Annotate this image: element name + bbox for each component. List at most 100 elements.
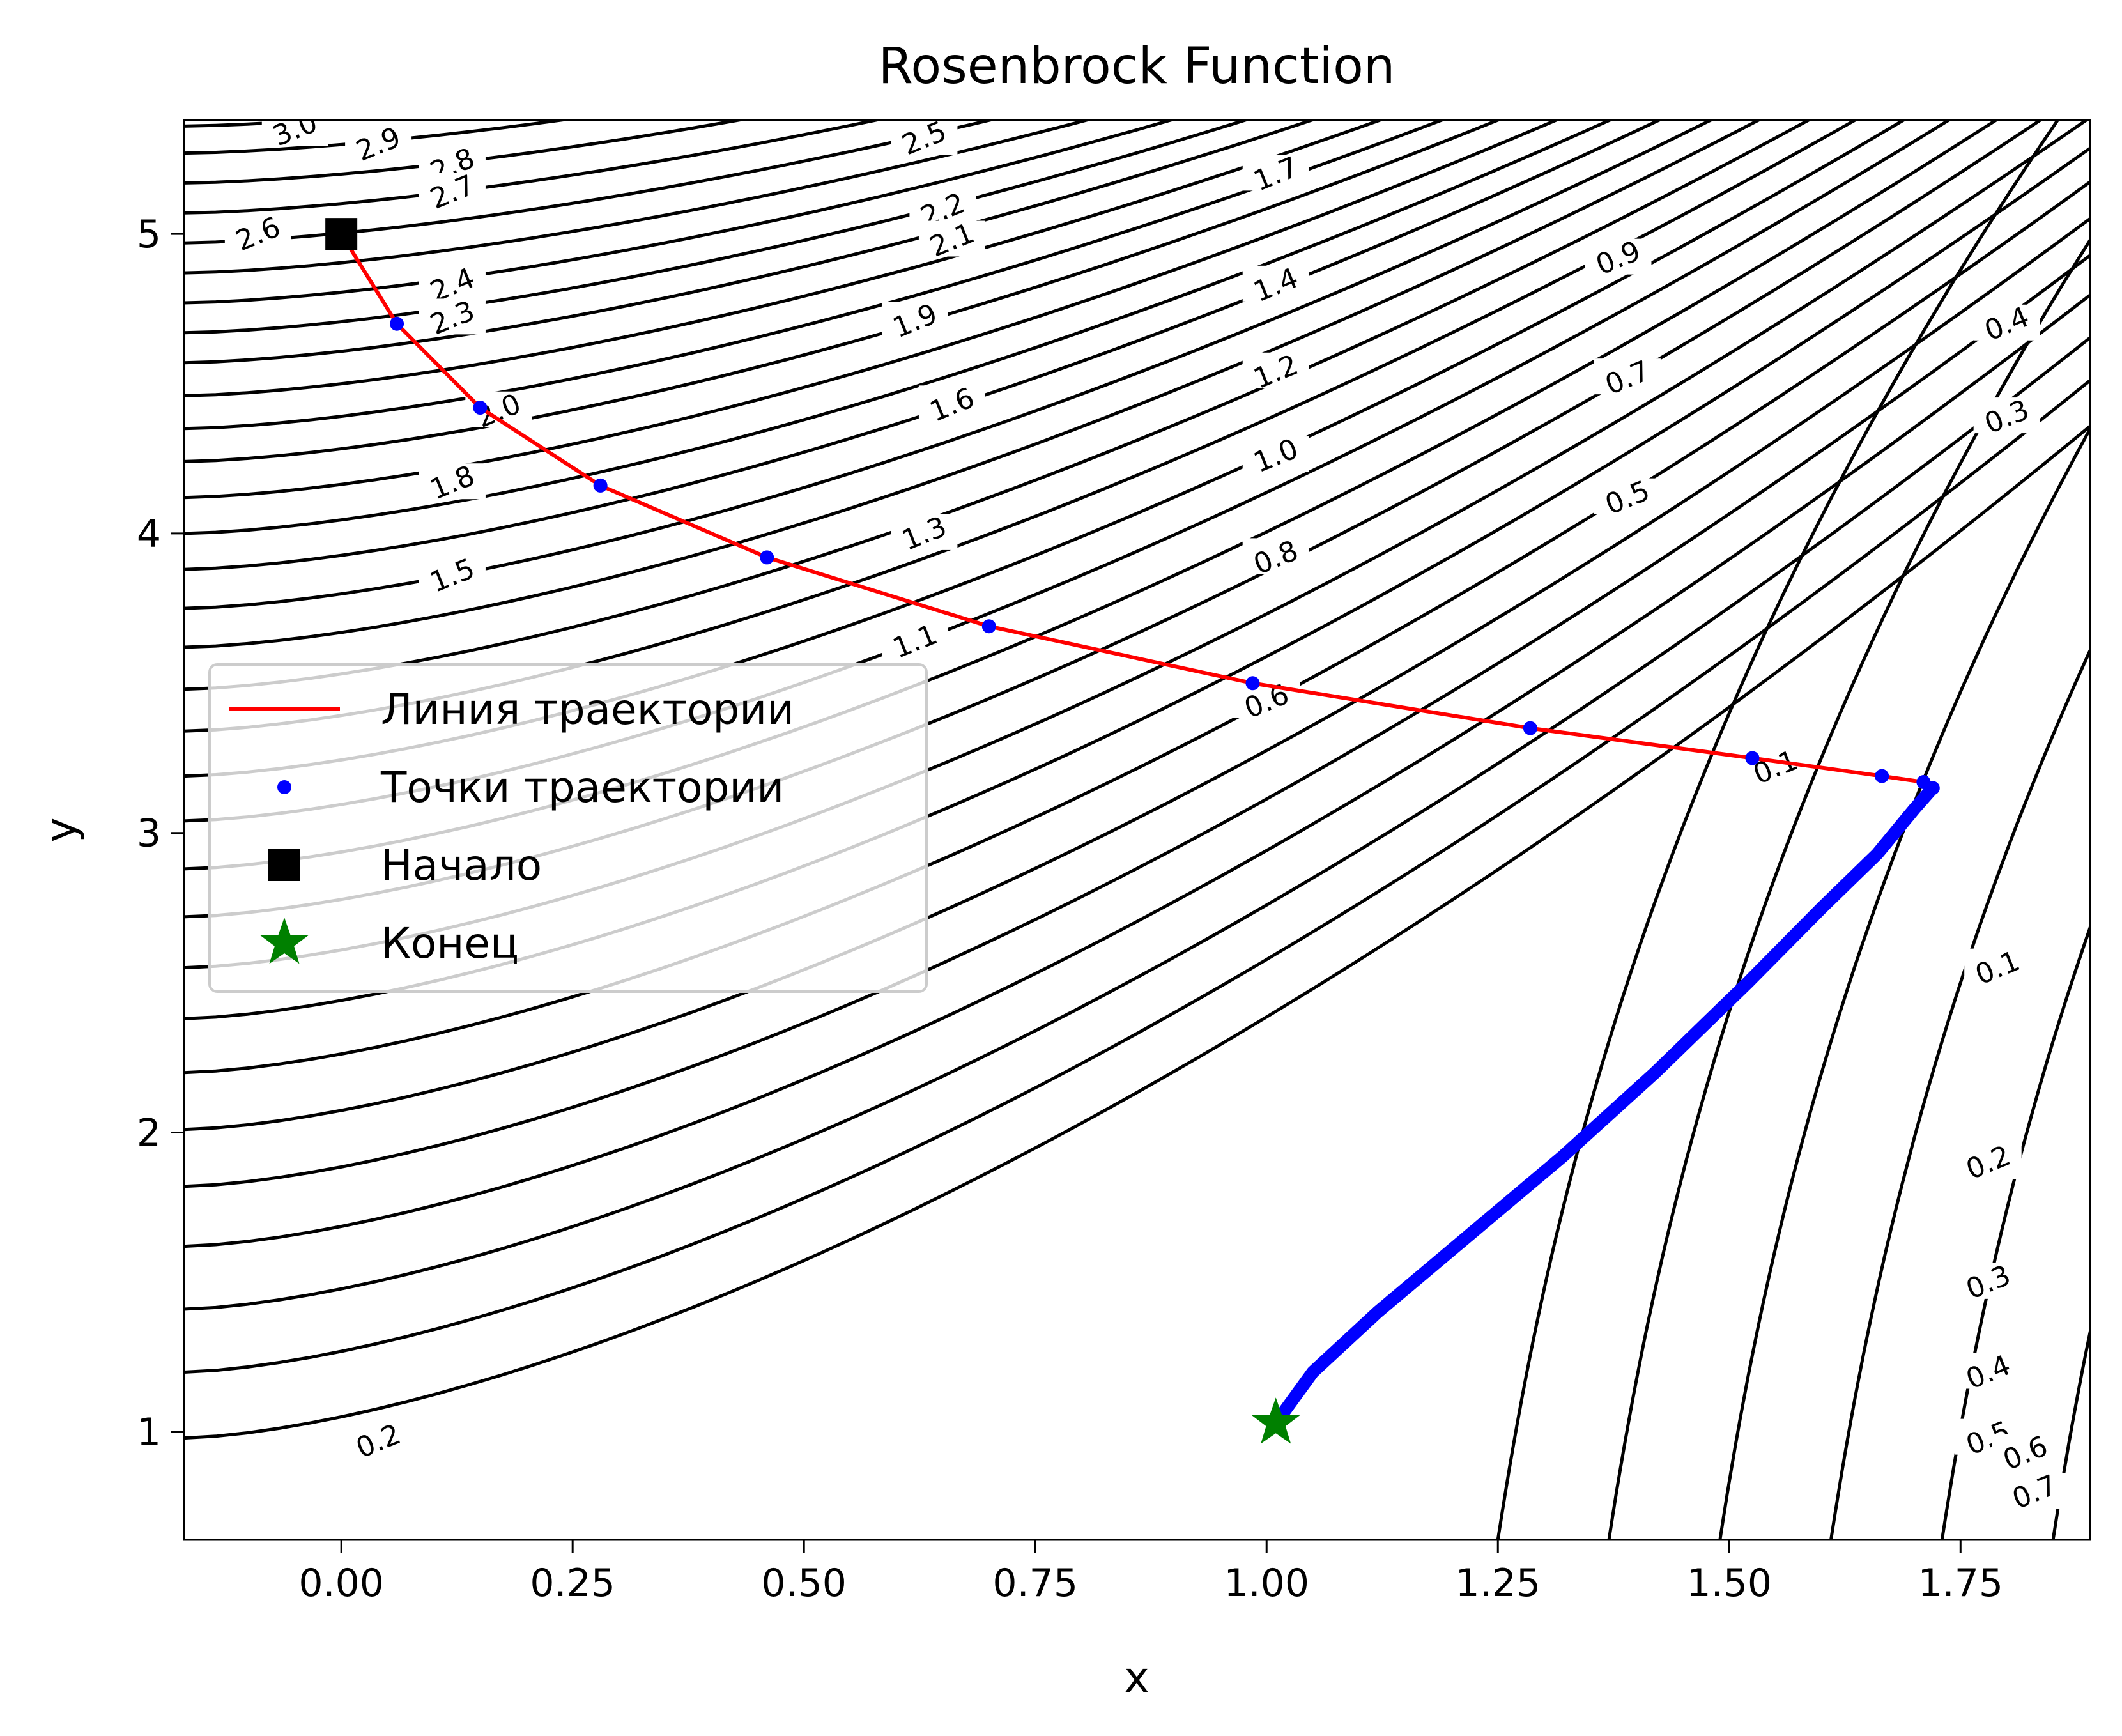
- x-axis-ticks: 0.00 0.25 0.50 0.75 1.00 1.25 1.50 1.75: [298, 1540, 2003, 1606]
- contour-label: 2.6: [224, 211, 291, 257]
- legend-entry: Конец: [260, 918, 519, 968]
- legend-label: Конец: [381, 919, 519, 968]
- y-axis-label: y: [36, 817, 86, 842]
- contour-label: 1.1: [881, 618, 948, 665]
- contour-label: 0.7: [1594, 355, 1661, 401]
- contour-line: [184, 217, 2090, 1132]
- contour-line: [1496, 120, 2059, 1540]
- contour-label: 1.2: [1242, 348, 1309, 396]
- contour-lines: [184, 120, 2090, 1540]
- contour-label: 2.5: [891, 120, 958, 162]
- contour-line: [184, 120, 884, 215]
- contour-label: 2.1: [918, 217, 985, 264]
- legend: Линия траектории Точки траектории Начало Ко…: [208, 663, 928, 993]
- contour-label: 0.1: [1964, 944, 2031, 992]
- contour-line: [184, 425, 2090, 1440]
- legend-label: Линия траектории: [381, 685, 794, 734]
- legend-label: Начало: [381, 841, 542, 890]
- contour-label: 0.4: [1973, 300, 2040, 348]
- trajectory-point: [1925, 781, 1940, 795]
- x-tick-label: 1.50: [1686, 1561, 1772, 1606]
- x-tick-label: 0.25: [530, 1561, 615, 1606]
- contour-label: 0.4: [1955, 1349, 2022, 1396]
- contour-line: [1829, 647, 2090, 1540]
- x-tick-label: 1.25: [1455, 1561, 1541, 1606]
- contour-label: 0.5: [1594, 474, 1661, 521]
- x-tick-label: 1.75: [1918, 1561, 2003, 1606]
- plot-frame: [183, 119, 2091, 1541]
- contour-label: 1.7: [1242, 151, 1309, 198]
- y-tick-label: 3: [137, 811, 161, 856]
- contour-line: [184, 180, 2090, 1075]
- contour-line: [184, 120, 1385, 397]
- contour-label: 2.9: [345, 121, 412, 168]
- contour-label: 1.6: [918, 381, 985, 429]
- contour-label: 0.1: [1742, 744, 1809, 791]
- contour-line: [184, 120, 1663, 571]
- legend-label: Точки траектории: [380, 763, 784, 812]
- y-tick-label: 4: [137, 512, 161, 557]
- trajectory-point: [981, 619, 996, 634]
- legend-square-swatch: [268, 849, 300, 881]
- trajectory-point: [1875, 769, 1889, 783]
- contour-label: 0.3: [1973, 394, 2040, 440]
- legend-dot-swatch: [277, 780, 291, 794]
- contour-line: [184, 120, 1560, 500]
- legend-entry: Точки траектории: [277, 763, 784, 812]
- contour-label: 1.5: [419, 552, 486, 599]
- contour-line: [184, 120, 1715, 610]
- contour-line: [184, 293, 2090, 1248]
- contour-line: [184, 120, 1251, 335]
- contour-line: [184, 120, 748, 185]
- trajectory-point: [1523, 721, 1537, 735]
- y-tick-label: 5: [137, 212, 161, 257]
- contour-label: 1.4: [1242, 262, 1309, 309]
- y-tick-label: 1: [137, 1410, 161, 1455]
- trajectory-series: [325, 218, 1940, 1444]
- contour-label: 2.7: [419, 169, 486, 216]
- contour-label: 1.8: [419, 459, 486, 506]
- contour-label: 0.8: [1242, 534, 1309, 581]
- contour-line: [184, 120, 573, 155]
- x-tick-label: 0.75: [992, 1561, 1078, 1606]
- contour-line: [184, 120, 1762, 649]
- end-marker: [1251, 1397, 1300, 1444]
- contour-line: [1607, 237, 2090, 1540]
- contour-label: 0.2: [345, 1418, 412, 1465]
- x-axis-label: x: [1124, 1653, 1149, 1702]
- trajectory-point: [593, 478, 608, 493]
- legend-star-swatch: [260, 918, 309, 964]
- trajectory-dense-points: [1269, 781, 1939, 1430]
- contour-label: 1.3: [891, 511, 958, 557]
- contour-line: [184, 120, 1812, 691]
- x-tick-label: 0.50: [761, 1561, 847, 1606]
- contour-line: [184, 336, 2090, 1311]
- trajectory-point: [390, 316, 404, 331]
- contour-label: 0.3: [1955, 1259, 2022, 1306]
- trajectory-point: [473, 401, 488, 415]
- contour-line: [184, 120, 1177, 305]
- contour-label: 0.9: [1585, 234, 1652, 282]
- contour-line: [184, 120, 1614, 535]
- contour-line: [184, 379, 2090, 1374]
- contour-label: 0.2: [1955, 1139, 2022, 1187]
- contour-line: [184, 120, 1093, 275]
- contour-line: [184, 120, 1317, 365]
- trajectory-point: [1245, 676, 1260, 691]
- contour-line: [1940, 923, 2090, 1540]
- x-tick-label: 0.00: [298, 1561, 384, 1606]
- legend-entry: Начало: [268, 841, 542, 890]
- x-tick-label: 1.00: [1224, 1561, 1309, 1606]
- contour-label: 0.6: [1992, 1430, 2059, 1477]
- y-tick-label: 2: [137, 1110, 161, 1155]
- chart-title: Rosenbrock Function: [879, 38, 1395, 95]
- trajectory-point: [1745, 751, 1760, 765]
- contour-label: 2.3: [419, 295, 486, 342]
- legend-entry: Линия траектории: [229, 685, 794, 734]
- legend-frame: [208, 663, 928, 993]
- contour-label: 1.0: [1242, 433, 1309, 479]
- contour-label: 0.7: [2001, 1469, 2068, 1516]
- contour-line: [184, 254, 2090, 1188]
- y-axis-ticks: 1 2 3 4 5: [137, 212, 184, 1455]
